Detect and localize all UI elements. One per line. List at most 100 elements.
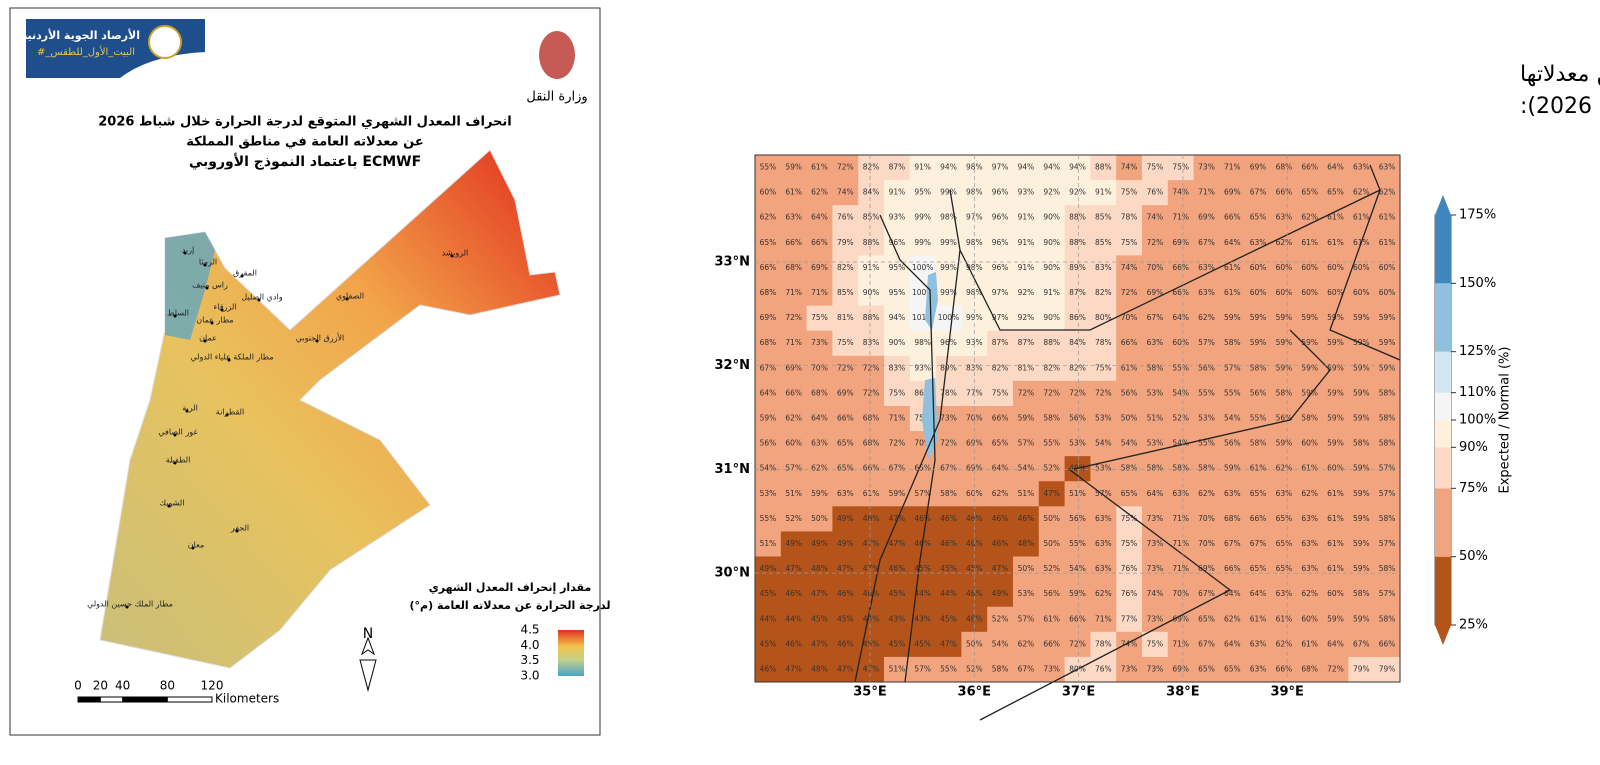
cell-label: 68%: [1276, 163, 1293, 172]
grid-cell: [1193, 431, 1220, 457]
cell-label: 62%: [1276, 464, 1293, 473]
logo-subtitle: #_البيت_الأول_للطقس: [37, 45, 135, 58]
grid-cell: [1296, 355, 1324, 382]
cell-label: 93%: [966, 338, 983, 347]
grid-cell: [1219, 506, 1246, 532]
cell-label: 66%: [811, 238, 828, 247]
map-title: باعتماد النموذج الأوروبي ECMWF: [189, 153, 421, 170]
grid-cell: [780, 581, 808, 608]
colorbar-bin: [1435, 392, 1451, 420]
cell-label: 63%: [811, 439, 828, 448]
cell-label: 77%: [1121, 614, 1138, 623]
cell-label: 59%: [1327, 338, 1344, 347]
grid-cell: [884, 481, 911, 507]
grid-cell: [780, 656, 808, 683]
cell-label: 66%: [863, 464, 880, 473]
grid-cell: [1090, 380, 1117, 407]
grid-cell: [1064, 556, 1091, 583]
cell-label: 80%: [1095, 313, 1112, 322]
grid-cell: [1090, 305, 1117, 332]
grid-cell: [1374, 305, 1401, 332]
grid-cell: [755, 355, 782, 382]
cell-label: 54%: [1172, 388, 1189, 397]
cell-label: 62%: [1198, 313, 1215, 322]
north-label: N: [363, 626, 373, 642]
coat-of-arms: [539, 31, 575, 79]
grid-cell: [1193, 255, 1220, 281]
cell-label: 94%: [940, 163, 957, 172]
cell-label: 75%: [1147, 639, 1164, 648]
grid-cell: [1348, 631, 1375, 658]
cell-label: 75%: [1172, 163, 1189, 172]
cell-label: 44%: [940, 589, 957, 598]
cell-label: 64%: [1172, 313, 1189, 322]
cell-label: 52%: [992, 614, 1009, 623]
grid-cell: [1296, 631, 1324, 658]
grid-cell: [780, 405, 808, 432]
cell-label: 74%: [1147, 213, 1164, 222]
grid-cell: [1271, 155, 1298, 181]
cell-label: 47%: [811, 639, 828, 648]
place-dot: [125, 605, 129, 609]
cell-label: 74%: [837, 188, 854, 197]
grid-cell: [1193, 656, 1220, 683]
cell-label: 65%: [837, 464, 854, 473]
grid-cell: [1038, 606, 1066, 633]
cell-label: 74%: [1147, 589, 1164, 598]
grid-cell: [832, 355, 859, 382]
colorbar-tick-label: 110%: [1459, 385, 1496, 400]
cell-label: 59%: [1276, 313, 1293, 322]
cell-label: 62%: [992, 489, 1009, 498]
grid-cell: [806, 506, 833, 532]
cell-label: 60%: [1276, 263, 1293, 272]
place-dot: [225, 413, 229, 417]
cell-label: 45%: [914, 639, 931, 648]
grid-cell: [1193, 230, 1220, 256]
cell-label: 86%: [1069, 313, 1086, 322]
grid-cell: [1271, 556, 1298, 583]
grid-cell: [1245, 255, 1272, 281]
grid-cell: [987, 230, 1014, 256]
cell-label: 51%: [1018, 489, 1035, 498]
cell-label: 64%: [992, 464, 1009, 473]
cell-label: 49%: [992, 589, 1009, 598]
cell-label: 75%: [1095, 363, 1112, 372]
cell-label: 62%: [1018, 639, 1035, 648]
grid-cell: [1374, 656, 1401, 683]
cell-label: 47%: [863, 664, 880, 673]
cell-label: 62%: [1379, 188, 1396, 197]
grid-cell: [832, 556, 859, 583]
grid-cell: [1271, 255, 1298, 281]
cell-label: 90%: [863, 288, 880, 297]
grid-cell: [832, 155, 859, 181]
cell-label: 68%: [863, 439, 880, 448]
cell-label: 63%: [1250, 664, 1267, 673]
grid-cell: [987, 380, 1014, 407]
cell-label: 71%: [1172, 639, 1189, 648]
grid-cell: [1348, 531, 1375, 558]
cell-label: 45%: [811, 614, 828, 623]
grid-cell: [780, 380, 808, 407]
grid-cell: [935, 556, 962, 583]
cell-label: 57%: [914, 489, 931, 498]
grid-cell: [1064, 405, 1091, 432]
cell-label: 98%: [966, 288, 983, 297]
cell-label: 59%: [1301, 338, 1318, 347]
grid-cell: [1348, 155, 1375, 181]
grid-cell: [1296, 431, 1324, 457]
cell-label: 82%: [992, 363, 1009, 372]
cell-label: 68%: [760, 338, 777, 347]
grid-cell: [1219, 631, 1246, 658]
cell-label: 94%: [1018, 163, 1035, 172]
grid-cell: [858, 481, 885, 507]
cell-label: 70%: [1121, 313, 1138, 322]
cell-label: 69%: [785, 363, 802, 372]
grid-cell: [1193, 155, 1220, 181]
cell-label: 65%: [1250, 564, 1267, 573]
place-dot: [227, 358, 231, 362]
grid-cell: [884, 556, 911, 583]
grid-cell: [806, 355, 833, 382]
cell-label: 58%: [1147, 363, 1164, 372]
grid-cell: [1322, 606, 1349, 633]
cell-label: 58%: [1379, 414, 1396, 423]
